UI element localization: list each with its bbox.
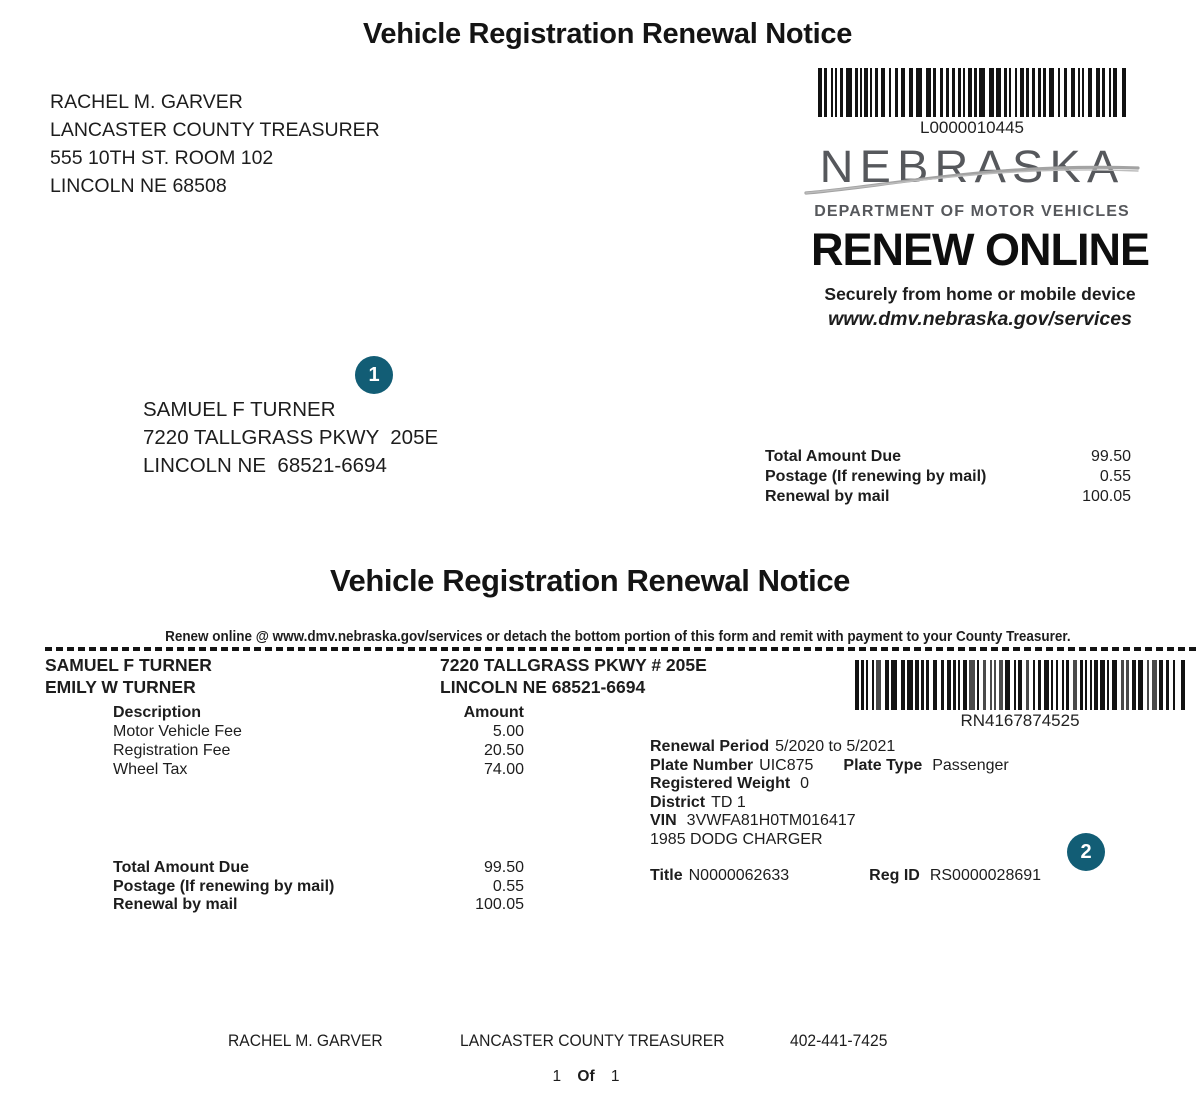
dmv-barcode [818,68,1126,117]
registrant-city: LINCOLN NE 68521-6694 [143,454,387,477]
fee-description: Registration Fee [113,742,231,759]
renewal-by-mail-value: 100.05 [1082,488,1131,505]
district-line: District TD 1 [650,794,1009,813]
renewal-by-mail-row: Renewal by mail 100.05 [113,896,524,915]
registrant-street: 7220 TALLGRASS PKWY 205E [143,426,439,449]
vin-line: VIN 3VWFA81H0TM016417 [650,812,1009,831]
plate-number-value: UIC875 [759,756,814,774]
registrant-name: SAMUEL F TURNER [143,398,336,421]
year-make-model-line: 1985 DODG CHARGER [650,831,1009,850]
callout-2-number: 2 [1080,840,1092,863]
treasurer-street: 555 10TH ST. ROOM 102 [50,147,274,169]
page-of-label: Of [577,1068,595,1085]
renewal-by-mail-value: 100.05 [475,896,524,913]
amount-due-summary-top: Total Amount Due 99.50 Postage (If renew… [765,447,1131,507]
postage-row: Postage (If renewing by mail) 0.55 [113,878,524,897]
treasurer-office: LANCASTER COUNTY TREASURER [50,119,380,141]
page-title: Vehicle Registration Renewal Notice [362,18,853,50]
postage-label: Postage (If renewing by mail) [765,468,987,485]
nebraska-wordmark: NEBRASKA [819,141,1125,192]
year-make-model: 1985 DODG CHARGER [650,830,823,848]
total-due-row: Total Amount Due 99.50 [765,447,1131,467]
title-number-label: Title [650,867,683,884]
callout-1-number: 1 [368,363,380,386]
nebraska-dmv-logo: NEBRASKA [804,141,1140,197]
postage-value: 0.55 [492,877,524,895]
stub-barcode [855,660,1185,710]
postage-row: Postage (If renewing by mail) 0.55 [765,467,1131,487]
vin-label: VIN [650,812,677,830]
fee-row: Wheel Tax 74.00 [113,760,524,779]
treasurer-name: RACHEL M. GARVER [50,91,243,113]
vehicle-details-block: Renewal Period 5/2020 to 5/2021 Plate Num… [650,738,1009,850]
page-total: 1 [610,1068,620,1085]
registrant-mailing-address: SAMUEL F TURNER 7220 TALLGRASS PKWY 205E… [143,396,438,480]
callout-marker-2: 2 [1067,833,1105,871]
fee-amount: 5.00 [492,723,524,740]
title-number-value: N0000062633 [688,867,790,884]
district-label: District [650,793,706,811]
renewal-period-line: Renewal Period 5/2020 to 5/2021 [650,738,1009,757]
description-header: Description [113,704,202,721]
total-due-label: Total Amount Due [765,448,901,465]
total-due-value: 99.50 [1090,448,1131,465]
fee-amount: 20.50 [483,742,524,759]
total-due-row: Total Amount Due 99.50 [113,859,524,878]
footer-treasurer-phone: 402-441-7425 [790,1031,888,1050]
postage-value: 0.55 [1099,468,1131,485]
dmv-barcode-label: L0000010445 [919,118,1024,137]
renewal-by-mail-label: Renewal by mail [765,488,890,505]
dmv-website-url: www.dmv.nebraska.gov/services [828,308,1132,330]
fee-table: Description Amount Motor Vehicle Fee 5.0… [113,703,524,779]
renewal-by-mail-label: Renewal by mail [113,896,238,913]
renewal-period-value: 5/2020 to 5/2021 [775,738,896,755]
stub-registrant-address: 7220 TALLGRASS PKWY # 205E LINCOLN NE 68… [440,654,707,698]
renewal-period-label: Renewal Period [650,738,770,755]
stub-barcode-label: RN4167874525 [960,711,1080,730]
postage-label: Postage (If renewing by mail) [113,877,335,895]
plate-line: Plate Number UIC875 Plate Type Passenger [650,757,1009,776]
amount-header: Amount [463,704,524,721]
renewal-by-mail-row: Renewal by mail 100.05 [765,487,1131,507]
registered-weight-label: Registered Weight [650,775,791,793]
fee-amount: 74.00 [483,761,524,778]
title-regid-line: Title N0000062633 Reg ID RS0000028691 [650,867,1041,885]
total-due-label: Total Amount Due [113,859,249,876]
fee-row: Motor Vehicle Fee 5.00 [113,722,524,741]
vin-value: 3VWFA81H0TM016417 [686,812,856,830]
treasurer-address-block: RACHEL M. GARVER LANCASTER COUNTY TREASU… [50,88,380,200]
stub-registrant-names: SAMUEL F TURNER EMILY W TURNER [45,654,212,698]
amount-due-summary-bottom: Total Amount Due 99.50 Postage (If renew… [113,859,524,915]
reg-id-label: Reg ID [869,867,920,884]
page-number: 1 Of 1 [0,1068,1172,1086]
registered-weight-value: 0 [800,775,810,793]
district-value: TD 1 [711,793,746,811]
stub-street: 7220 TALLGRASS PKWY # 205E [440,655,707,675]
callout-marker-1: 1 [355,356,393,394]
perforation-dashed-line [45,647,1197,651]
fee-description: Motor Vehicle Fee [113,723,242,740]
footer-treasurer-office: LANCASTER COUNTY TREASURER [460,1031,725,1050]
fee-description: Wheel Tax [113,761,188,778]
stub-city: LINCOLN NE 68521-6694 [440,677,646,697]
stub-title: Vehicle Registration Renewal Notice [329,563,851,598]
page-current: 1 [552,1068,562,1085]
stub-registrant-name-2: EMILY W TURNER [45,677,196,697]
detach-instruction: Renew online @ www.dmv.nebraska.gov/serv… [165,629,1071,645]
fee-table-header: Description Amount [113,703,524,722]
total-due-value: 99.50 [483,859,524,876]
plate-number-label: Plate Number [650,756,754,774]
fee-row: Registration Fee 20.50 [113,741,524,760]
footer-treasurer-name: RACHEL M. GARVER [228,1031,383,1050]
plate-type-value: Passenger [932,756,1009,774]
renew-online-headline: RENEW ONLINE [810,224,1150,275]
stub-registrant-name-1: SAMUEL F TURNER [45,655,212,675]
registered-weight-line: Registered Weight 0 [650,775,1009,794]
plate-type-label: Plate Type [843,756,923,774]
treasurer-city: LINCOLN NE 68508 [50,175,227,197]
renew-tagline: Securely from home or mobile device [824,284,1136,304]
reg-id-value: RS0000028691 [929,867,1042,884]
dmv-department-label: DEPARTMENT OF MOTOR VEHICLES [814,203,1130,220]
